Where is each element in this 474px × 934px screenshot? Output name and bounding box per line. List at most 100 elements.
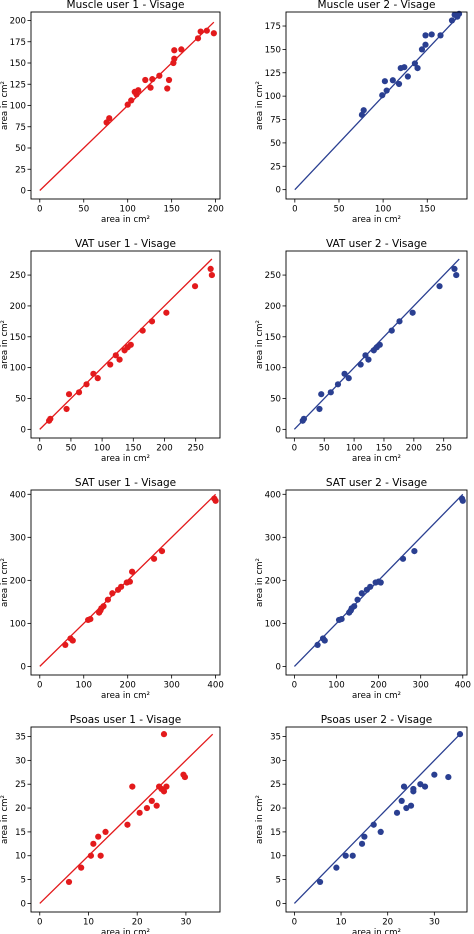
data-point: [358, 111, 366, 118]
data-point: [165, 76, 173, 84]
data-point: [87, 852, 95, 859]
data-point: [87, 615, 94, 623]
identity-line: [39, 733, 214, 904]
y-tick-label: 0: [21, 662, 26, 672]
y-tick-label: 400: [10, 490, 26, 500]
data-point: [149, 76, 156, 83]
axes-frame: [285, 250, 468, 439]
y-tick-label: 30: [270, 756, 281, 766]
y-axis-label: area in cm²: [0, 558, 10, 607]
y-tick-label: 50: [15, 395, 26, 405]
data-point: [102, 828, 109, 835]
data-point: [75, 389, 83, 396]
data-point: [124, 821, 131, 828]
x-tick-label: 50: [78, 205, 89, 215]
data-point: [143, 804, 151, 812]
data-point: [381, 78, 388, 85]
data-point: [389, 77, 396, 84]
y-tick-label: 35: [15, 733, 26, 743]
x-tick-label: 0: [37, 444, 42, 454]
x-tick-label: 0: [292, 681, 297, 691]
y-tick-label: 25: [15, 165, 26, 175]
identity-line: [39, 258, 213, 430]
data-point: [210, 30, 217, 37]
x-tick-label: 0: [292, 205, 297, 215]
data-point: [104, 596, 112, 603]
data-point: [109, 590, 116, 597]
data-point: [377, 828, 384, 835]
panel-title: Muscle user 2 - Visage: [318, 0, 436, 11]
data-point: [428, 31, 435, 38]
data-point: [136, 809, 143, 816]
y-tick-label: 100: [10, 364, 26, 374]
y-tick-label: 0: [276, 425, 281, 435]
scatter-panel-3: VAT user 1 - Visage 0 50 100 150 200 250 0 50 100…: [0, 238, 221, 464]
data-point: [367, 583, 374, 590]
x-tick-label: 400: [207, 681, 223, 691]
y-tick-label: 200: [10, 576, 26, 586]
x-axis-label: area in cm²: [101, 928, 150, 934]
data-point: [411, 547, 418, 555]
y-tick-label: 5: [276, 876, 281, 886]
data-point: [459, 497, 466, 504]
y-tick-label: 400: [265, 490, 281, 500]
panel-title: VAT user 2 - Visage: [326, 238, 427, 250]
y-tick-label: 150: [265, 333, 281, 343]
data-point: [128, 97, 135, 104]
data-point: [411, 60, 419, 67]
x-tick-label: 300: [412, 681, 428, 691]
y-tick-label: 175: [265, 22, 281, 32]
data-point: [358, 590, 365, 597]
data-point: [451, 265, 458, 272]
x-axis-label: area in cm²: [101, 691, 150, 701]
data-point: [164, 85, 171, 92]
y-axis-label: area in cm²: [255, 81, 265, 130]
data-point: [448, 17, 456, 24]
axes-frame: [285, 726, 468, 913]
x-tick-label: 0: [292, 444, 297, 454]
data-point: [362, 352, 369, 359]
y-tick-label: 50: [270, 395, 281, 405]
data-point: [181, 773, 189, 781]
y-tick-label: 100: [10, 102, 26, 112]
x-tick-label: 150: [419, 205, 435, 215]
x-tick-label: 250: [435, 444, 451, 454]
data-point: [191, 283, 199, 290]
y-tick-label: 150: [10, 333, 26, 343]
y-tick-label: 30: [15, 756, 26, 766]
y-tick-label: 250: [10, 271, 26, 281]
data-point: [112, 352, 119, 359]
x-tick-label: 150: [376, 444, 392, 454]
data-point: [358, 840, 366, 847]
x-tick-label: 0: [292, 918, 297, 928]
data-point: [342, 852, 349, 859]
data-point: [404, 73, 411, 80]
data-point: [334, 381, 342, 388]
panel-title: SAT user 2 - Visage: [326, 477, 427, 489]
scatter-panel-2: Muscle user 2 - Visage 0 50 100 150 0 25 50 75 10…: [255, 0, 468, 225]
x-tick-label: 100: [346, 444, 362, 454]
data-point: [376, 341, 383, 348]
x-tick-label: 100: [119, 205, 135, 215]
data-point: [338, 615, 345, 623]
x-tick-label: 200: [370, 681, 386, 691]
data-point: [361, 833, 368, 840]
data-point: [62, 641, 69, 648]
y-tick-label: 75: [15, 123, 26, 133]
data-point: [135, 87, 142, 94]
y-tick-label: 125: [265, 69, 281, 79]
data-point: [107, 361, 114, 368]
data-point: [316, 405, 323, 413]
x-tick-label: 250: [187, 444, 203, 454]
x-axis-label: area in cm²: [352, 215, 401, 225]
data-point: [436, 283, 443, 290]
data-point: [178, 46, 185, 53]
y-tick-label: 175: [10, 38, 26, 48]
data-point: [407, 802, 415, 809]
y-axis-label: area in cm²: [255, 320, 265, 369]
y-axis-label: area in cm²: [0, 795, 10, 844]
data-point: [194, 35, 202, 42]
data-point: [345, 375, 352, 382]
identity-line: [294, 15, 460, 191]
